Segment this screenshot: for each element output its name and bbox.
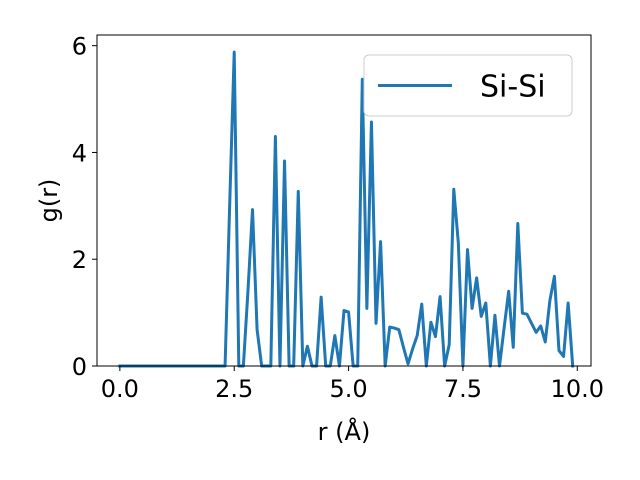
x-tick-label: 0.0 bbox=[101, 375, 139, 403]
x-tick-label: 2.5 bbox=[215, 375, 253, 403]
plot-frame bbox=[96, 34, 592, 367]
x-tick-label: 10.0 bbox=[551, 375, 604, 403]
y-tick-label: 4 bbox=[72, 139, 87, 167]
x-axis-label: r (Å) bbox=[318, 417, 371, 446]
y-tick-label: 0 bbox=[72, 353, 87, 381]
y-tick-label: 6 bbox=[72, 33, 87, 61]
plot-area bbox=[96, 34, 592, 368]
y-tick-label: 2 bbox=[72, 246, 87, 274]
axis-ticks: 0.0 2.5 5.0 7.5 10.0 0 2 4 6 bbox=[72, 33, 604, 403]
x-tick-label: 7.5 bbox=[444, 375, 482, 403]
legend: Si-Si bbox=[363, 54, 573, 117]
legend-label: Si-Si bbox=[480, 70, 546, 105]
x-tick-label: 5.0 bbox=[329, 375, 367, 403]
y-axis-label: g(r) bbox=[35, 179, 63, 223]
legend-box bbox=[363, 54, 573, 117]
